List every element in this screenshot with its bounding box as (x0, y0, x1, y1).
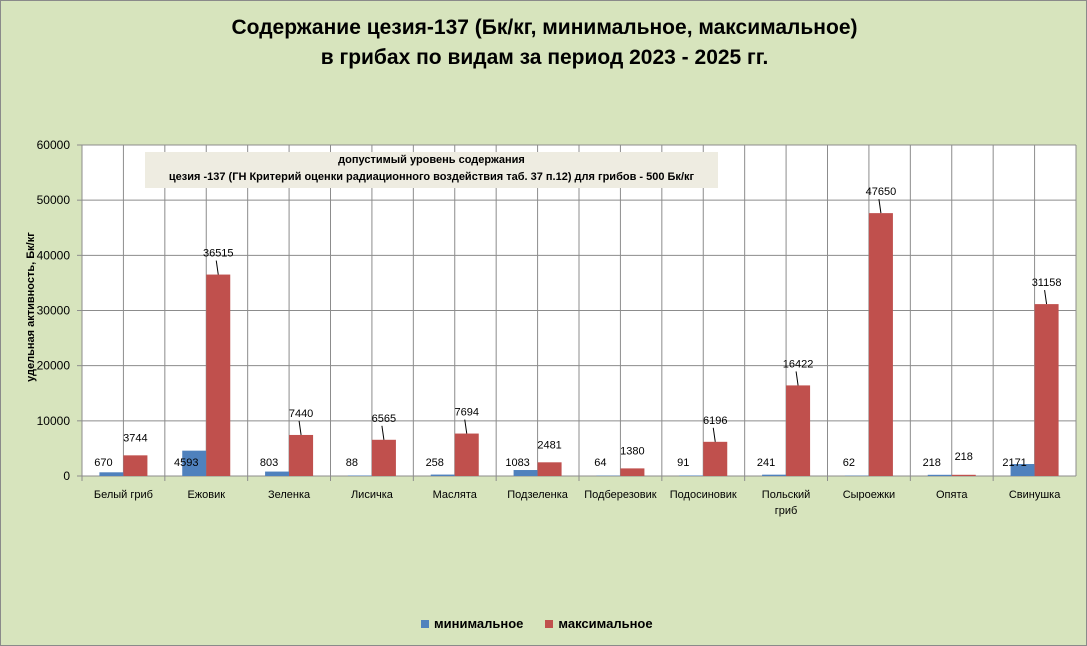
data-label-min: 91 (677, 457, 689, 469)
data-label-leader (795, 371, 799, 386)
title-line-1: Содержание цезия-137 (Бк/кг, минимальное… (231, 16, 858, 39)
y-tick-label: 40000 (37, 248, 71, 262)
data-label-min: 2171 (1002, 457, 1026, 469)
data-label-max: 2481 (537, 439, 561, 451)
data-label-max: 6196 (703, 415, 727, 427)
x-tick-label: Маслята (433, 489, 478, 501)
data-label-min: 4593 (174, 457, 198, 469)
data-label-min: 1083 (505, 457, 529, 469)
y-axis-label: удельная активность, Бк/кг (25, 232, 37, 382)
legend-swatch-max (545, 620, 554, 628)
bar-min (513, 470, 538, 476)
legend-label-min: минимальное (434, 616, 524, 631)
data-label-leader (712, 427, 716, 442)
x-tick-label: Зеленка (268, 489, 311, 501)
data-label-leader (1044, 290, 1048, 305)
bar-max (951, 474, 976, 476)
x-tick-label: Лисичка (351, 489, 394, 501)
x-tick-label: гриб (775, 505, 798, 517)
data-label-leader (464, 419, 468, 434)
annotation-line-2: цезия -137 (ГН Критерий оценки радиацион… (168, 171, 695, 183)
x-tick-label: Свинушка (1009, 489, 1061, 501)
legend-swatch-min (421, 620, 429, 628)
data-label-min: 670 (94, 457, 112, 469)
y-tick-label: 20000 (37, 359, 71, 373)
x-tick-label: Польский (762, 489, 811, 501)
data-label-leader (215, 260, 219, 275)
y-tick-label: 50000 (37, 193, 71, 207)
x-tick-label: Опята (936, 489, 968, 501)
legend-label-max: максимальное (558, 616, 653, 631)
limit-annotation: допустимый уровень содержания цезия -137… (145, 152, 718, 188)
x-tick-label: Белый гриб (94, 489, 153, 501)
y-tick-label: 30000 (37, 304, 71, 318)
data-label-leader (381, 425, 385, 440)
data-label-max: 7440 (289, 408, 313, 420)
bar-max (454, 433, 479, 476)
data-label-max: 6565 (372, 413, 396, 425)
bar-min (265, 471, 290, 476)
bar-min (1010, 464, 1035, 476)
data-label-max: 36515 (203, 248, 234, 260)
bar-min (679, 475, 704, 476)
x-tick-label: Ежовик (187, 489, 225, 501)
y-tick-label: 10000 (37, 414, 71, 428)
data-label-max: 31158 (1032, 277, 1062, 289)
legend: минимальное максимальное (421, 616, 653, 631)
bar-max (371, 439, 396, 476)
data-label-max: 1380 (620, 445, 644, 457)
y-tick-label: 0 (63, 469, 70, 483)
legend-item-min: минимальное (421, 616, 523, 631)
data-label-min: 64 (594, 457, 606, 469)
bar-max (123, 455, 148, 476)
bar-max (206, 274, 231, 476)
bar-max (786, 385, 811, 476)
data-label-max: 16422 (783, 358, 814, 370)
x-tick-label: Подзеленка (507, 489, 569, 501)
annotation-line-1: допустимый уровень содержания (338, 154, 525, 166)
title-line-2: в грибах по видам за период 2023 - 2025 … (320, 46, 769, 69)
data-label-max: 47650 (866, 186, 897, 198)
data-label-min: 88 (346, 457, 358, 469)
bar-min (182, 450, 207, 476)
y-tick-label: 60000 (37, 138, 71, 152)
bar-max (537, 462, 562, 476)
bar-max (620, 468, 645, 476)
x-tick-label: Сыроежки (843, 489, 895, 501)
x-tick-label: Подосиновик (670, 489, 737, 501)
data-label-max: 3744 (123, 432, 147, 444)
x-tick-label: Подберезовик (584, 489, 657, 501)
bar-min (99, 472, 124, 476)
bar-min (430, 474, 455, 476)
data-label-max: 218 (955, 451, 973, 463)
data-label-max: 7694 (455, 407, 479, 419)
data-label-min: 803 (260, 457, 278, 469)
bar-min (762, 474, 787, 476)
data-label-min: 218 (923, 457, 941, 469)
data-label-min: 241 (757, 457, 775, 469)
chart-title: Содержание цезия-137 (Бк/кг, минимальное… (1, 13, 1086, 73)
data-label-min: 258 (426, 457, 444, 469)
bar-max (868, 213, 893, 476)
legend-item-max: максимальное (545, 616, 653, 631)
bar-max (703, 441, 728, 476)
bar-max (1034, 304, 1059, 476)
bar-max (289, 434, 314, 476)
data-label-min: 62 (843, 457, 855, 469)
data-label-leader (878, 199, 882, 214)
data-label-leader (298, 420, 302, 436)
bar-min (927, 474, 952, 476)
